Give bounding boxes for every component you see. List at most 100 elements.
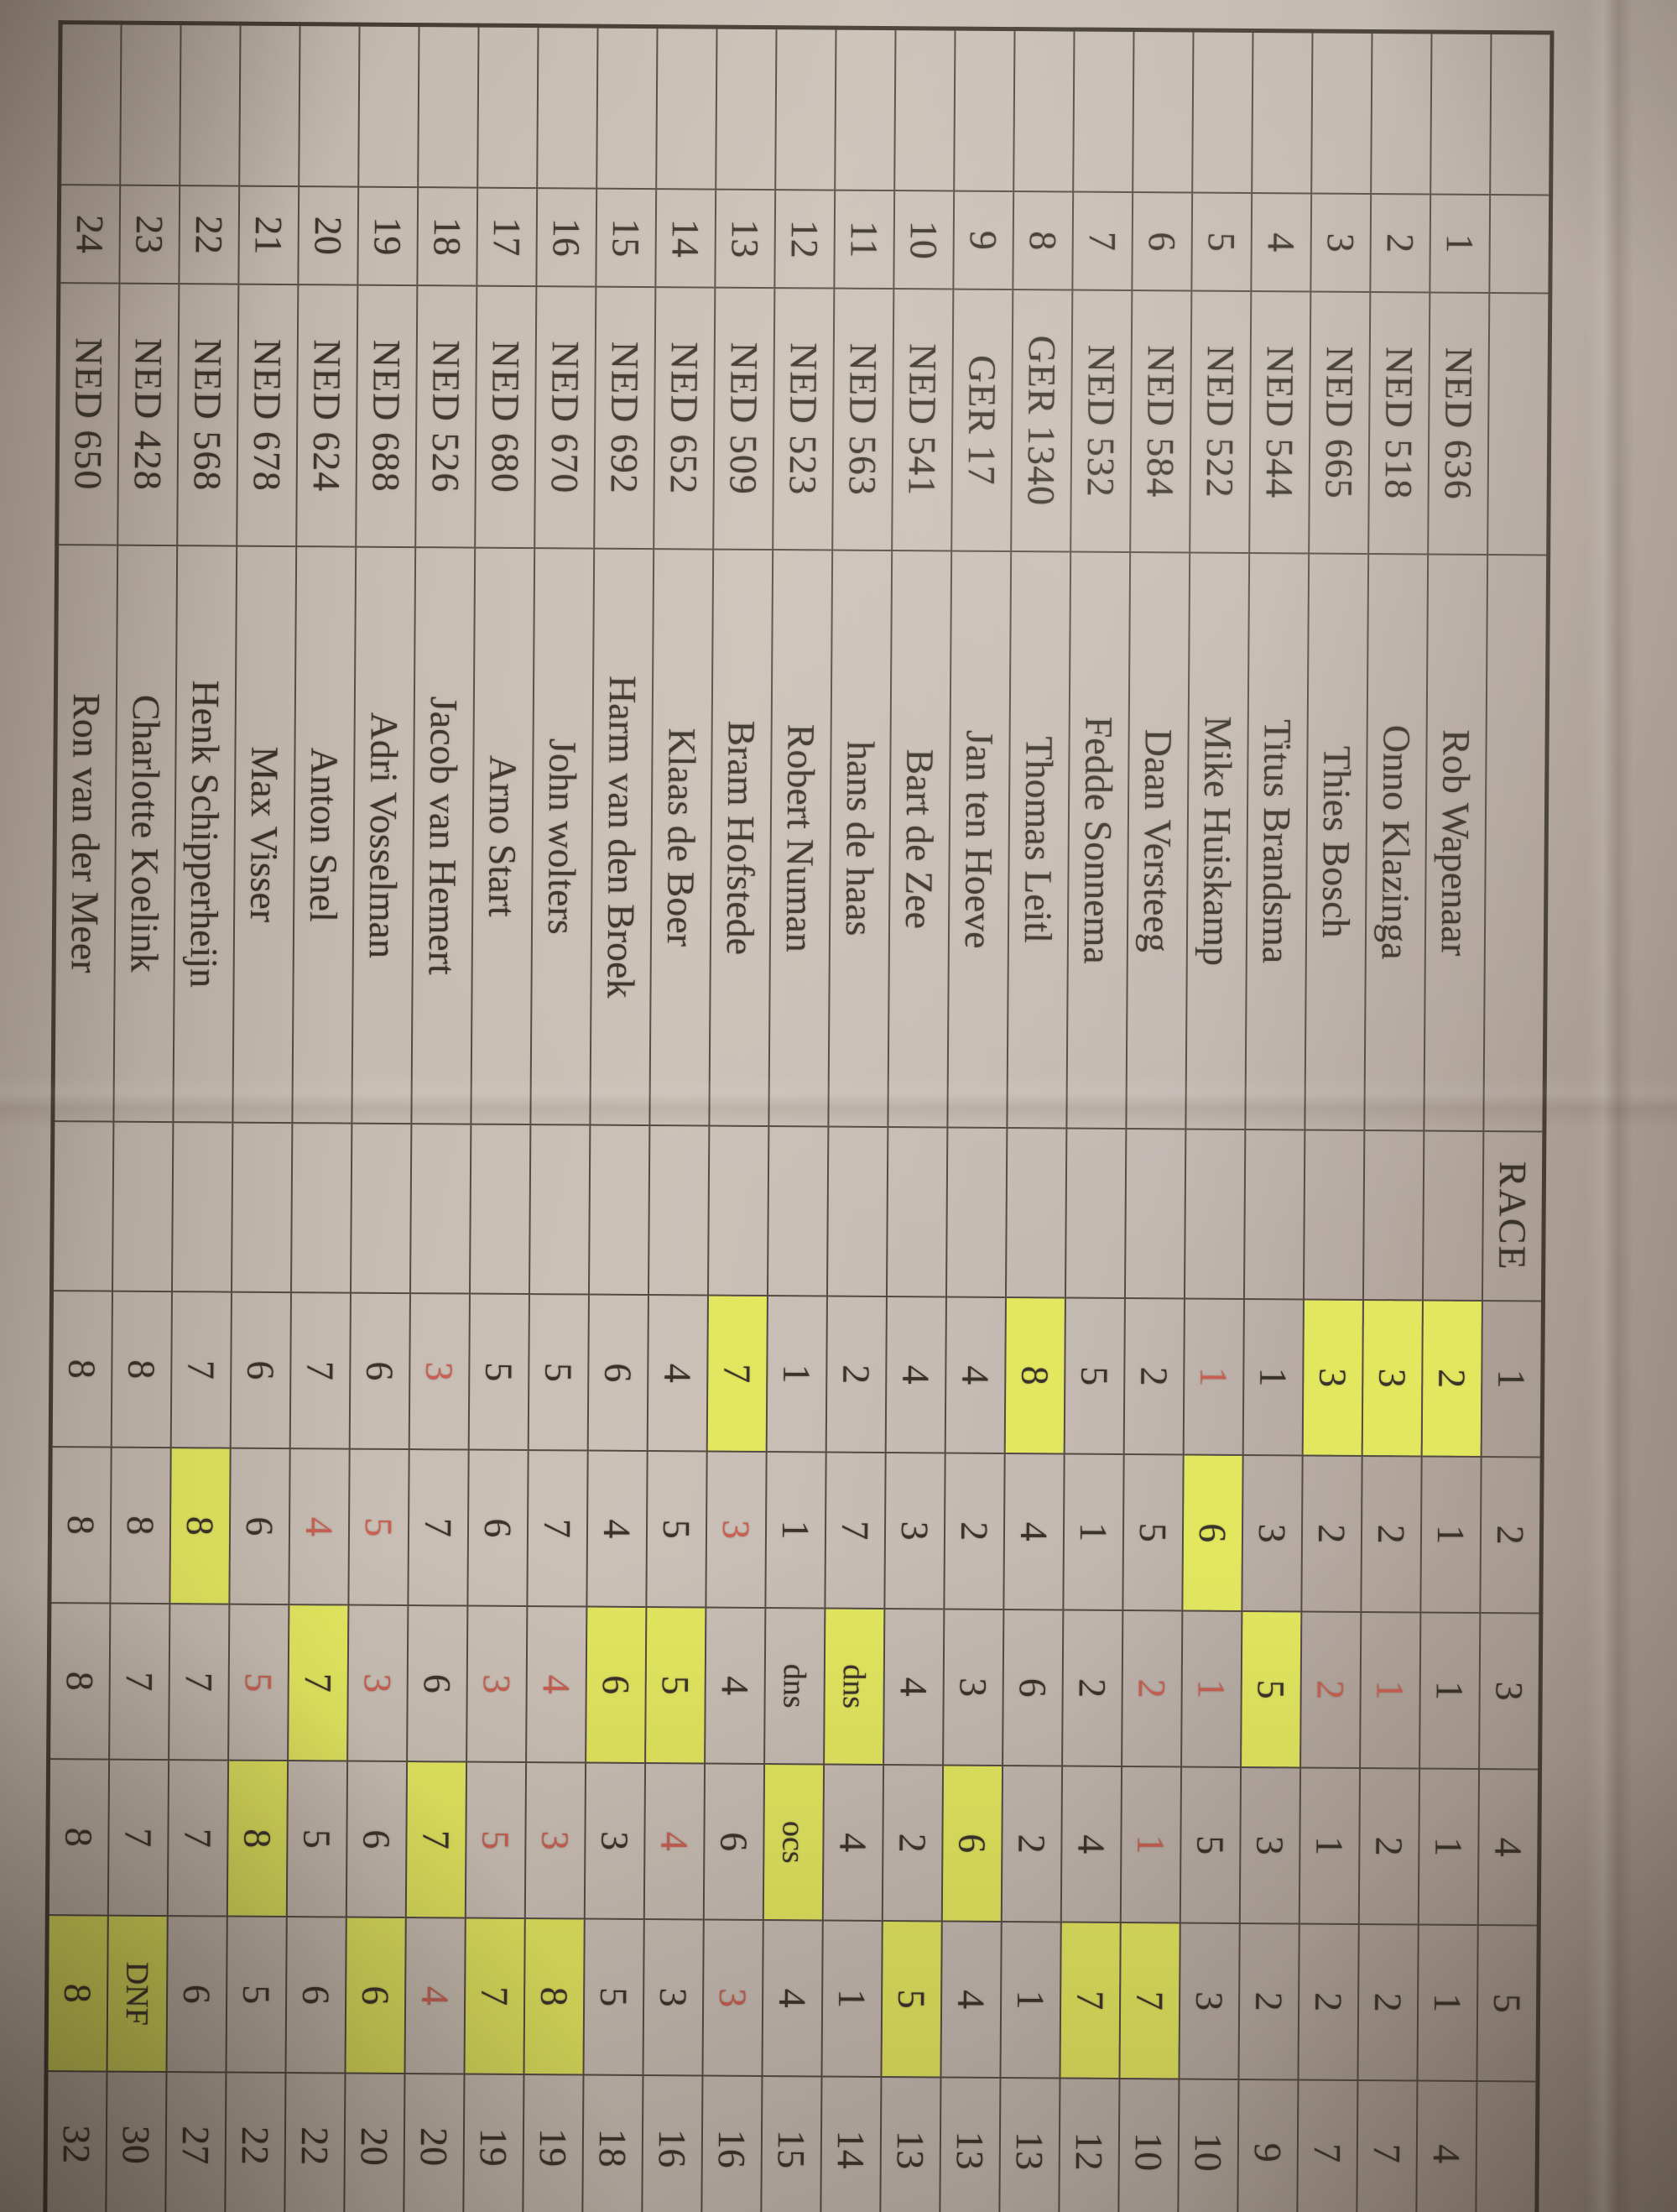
race-score-cell: 5 [881,1921,942,2078]
sail-number: NED 584 [1130,290,1192,553]
race-score-cell: 1 [1419,1612,1481,1769]
race-score-cell: 3 [524,1762,586,1919]
race-score-cell: 8 [49,1447,112,1604]
margin-cell [1013,29,1075,192]
margin-cell [120,23,181,186]
sail-number: NED 650 [56,283,120,545]
race-score-cell: 2 [1300,1611,1362,1768]
race-score-cell: 6 [941,1765,1003,1922]
race-score-cell: 2 [944,1453,1005,1610]
race-label-spacer-cell [1124,1129,1186,1299]
race-score-cell: 5 [645,1607,706,1764]
place-cell: 15 [596,188,657,288]
sail-number: NED 636 [1428,292,1490,556]
sailor-name: Jacob van Hemert [411,547,476,1124]
race-label-spacer-cell [767,1126,829,1296]
margin-cell [1073,29,1134,193]
sailor-name: Onno Klazinga [1364,554,1429,1131]
race-label-spacer-cell [290,1123,352,1293]
total-points-cell: 12 [1059,2078,1120,2212]
sail-number: NED 568 [177,284,239,546]
race-score-cell: 7 [170,1291,232,1448]
margin-cell [1371,31,1432,195]
race-score-cell: 4 [404,1917,466,2074]
race-score-cell: 3 [409,1293,470,1450]
header-name-cell [1483,555,1549,1132]
place-cell: 19 [357,186,419,286]
race-score-cell: 3 [1242,1455,1303,1612]
header-place-cell [1489,195,1551,294]
race-score-cell: 5 [226,1916,287,2074]
sail-number: NED 670 [534,286,596,549]
race-score-cell: 2 [1001,1766,1063,1922]
race-label-spacer-cell [707,1125,769,1296]
race-score-cell: 1 [1299,1767,1361,1924]
total-points-cell: 32 [44,2071,107,2212]
race-score-cell: 6 [467,1449,529,1607]
place-cell: 9 [953,190,1014,290]
place-cell: 23 [119,185,180,284]
race-label-spacer-cell [1184,1129,1246,1300]
sail-number: NED 544 [1249,291,1311,554]
margin-cell [716,27,777,190]
race-score-cell: 3 [1362,1300,1423,1457]
place-cell: 13 [715,189,776,289]
sailor-name: Daan Versteeg [1126,552,1190,1129]
place-cell: 4 [1251,193,1312,292]
race-score-cell: 2 [882,1765,944,1922]
race-score-cell: 7 [405,1761,467,1918]
race-score-cell: 6 [166,1916,227,2073]
margin-cell [537,25,598,189]
place-cell: 22 [179,185,240,284]
race-score-cell: 2 [1358,1767,1420,1925]
race-score-cell: 7 [464,1917,525,2075]
race-score-cell: 3 [347,1604,409,1762]
race-score-cell: 4 [1003,1453,1065,1610]
race-score-cell: 6 [1182,1454,1243,1612]
race-score-cell: 2 [1238,1922,1299,2080]
race-score-cell: 1 [1120,1766,1182,1923]
race-score-cell: 4 [822,1764,884,1922]
race-label-spacer-cell [1065,1128,1127,1299]
race-score-cell: 1 [1417,1924,1478,2081]
race-score-cell: 7 [408,1449,469,1606]
sailor-name: Ron van der Meer [52,545,118,1122]
race-label-spacer-cell [648,1125,710,1296]
sail-number: NED 692 [594,286,656,550]
sail-number: NED 509 [713,287,775,550]
sailor-name: Fedde Sonnema [1066,551,1131,1129]
race-score-cell: 3 [1179,1922,1240,2079]
sail-number: GER 17 [951,289,1013,552]
margin-cell [775,27,836,190]
race-score-cell: 6 [1003,1609,1064,1766]
race-score-cell: 5 [1122,1454,1184,1611]
sailor-name: Charlotte Koelink [113,545,178,1123]
race-label-spacer-cell [886,1127,948,1297]
race-score-cell: 2 [825,1296,887,1453]
sail-number: NED 680 [475,285,537,549]
sail-number: NED 688 [356,284,418,548]
race-score-cell: 1 [766,1296,827,1453]
race-score-cell: 5 [286,1761,348,1917]
race-score-cell: 6 [407,1605,468,1762]
race-score-cell: 4 [883,1609,945,1766]
race-score-cell: DNF [107,1915,168,2073]
race-score-cell: 3 [1239,1766,1301,1924]
race-number-header: 3 [1479,1612,1541,1770]
sailor-name: Thomas Leitl [1007,551,1071,1129]
sailor-name: Rob Wapenaar [1424,554,1488,1131]
sailor-name: Titus Brandsma [1245,553,1310,1130]
margin-cell [835,28,896,191]
race-results-body: RACE 1 2 3 4 5 1 NED 636 Rob Wapenaar 2 1 1 1 1 4 2 NED … [44,22,1553,2212]
race-score-cell: 5 [1180,1766,1242,1923]
total-points-cell: 20 [344,2073,405,2212]
race-score-cell: 5 [646,1451,707,1608]
place-cell: 17 [477,187,538,287]
margin-cell [596,26,658,190]
race-label-spacer-cell [112,1121,174,1292]
margin-cell [418,24,479,188]
race-score-cell: 1 [765,1452,826,1609]
margin-cell [358,24,419,188]
race-score-cell: 2 [1421,1300,1482,1457]
